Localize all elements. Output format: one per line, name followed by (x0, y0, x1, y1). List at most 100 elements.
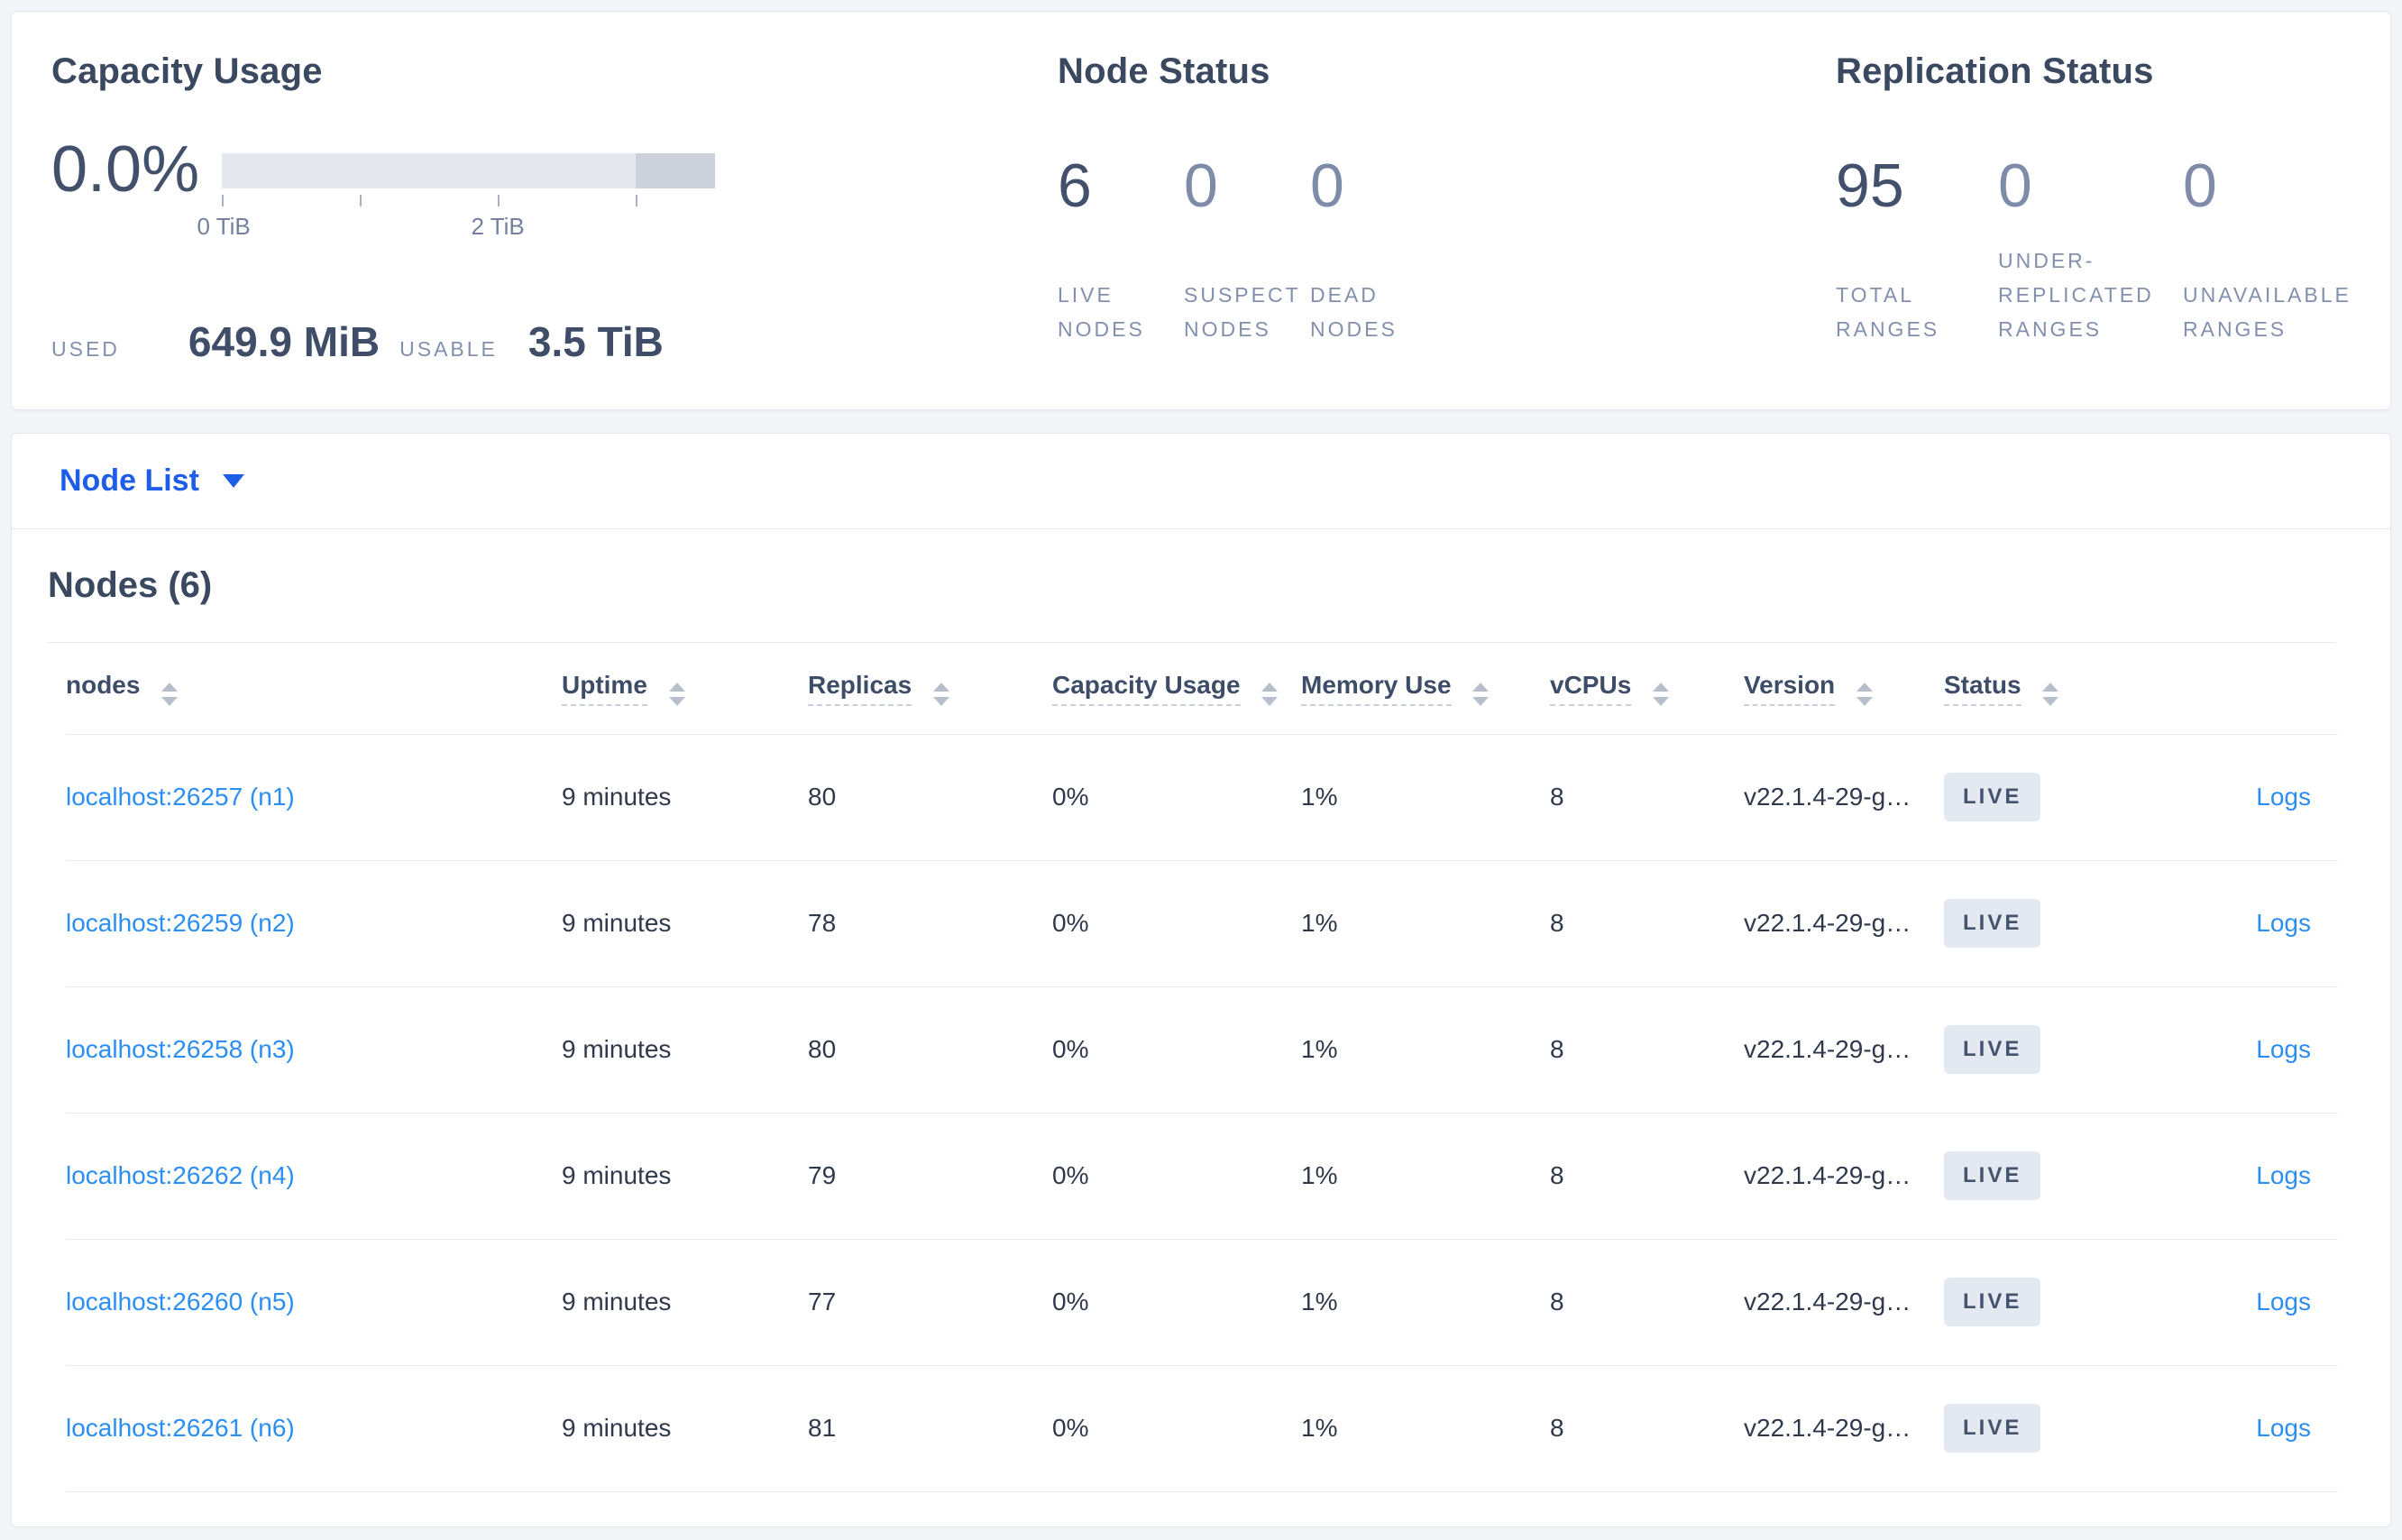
tick-mark (636, 195, 638, 206)
usable-value: 3.5 TiB (527, 318, 664, 365)
dead-nodes-label: DEAD NODES (1310, 283, 1398, 341)
node-address-cell: localhost:26257 (n1) (66, 734, 562, 861)
column-header-nodes[interactable]: nodes (66, 643, 562, 735)
capacity-bar-used-segment (636, 153, 716, 188)
view-selector-bar: Node List (12, 434, 2390, 529)
version-cell: v22.1.4-29-g… (1744, 860, 1944, 987)
unavailable-ranges-stat: 0 UNAVAILABLE RANGES (2183, 155, 2399, 346)
node-address-cell: localhost:26258 (n3) (66, 986, 562, 1114)
cluster-summary-panel: Capacity Usage 0.0% 0 TiB 2 TiB (11, 11, 2391, 410)
replicas-cell: 79 (808, 1113, 1052, 1240)
status-badge: LIVE (1944, 1025, 2041, 1074)
vcpus-cell: 8 (1550, 860, 1744, 987)
column-header-capacity-usage[interactable]: Capacity Usage (1052, 643, 1301, 735)
logs-link[interactable]: Logs (2256, 1161, 2311, 1189)
column-header-vcpus[interactable]: vCPUs (1550, 643, 1744, 735)
capacity-usage-cell: 0% (1052, 1365, 1301, 1492)
capacity-bar-ticks (222, 195, 715, 211)
table-row: localhost:26260 (n5) 9 minutes 77 0% 1% … (66, 1239, 2338, 1366)
uptime-cell: 9 minutes (562, 986, 808, 1114)
vcpus-cell: 8 (1550, 1239, 1744, 1366)
status-cell: LIVE (1944, 1365, 2165, 1492)
node-list-panel: Node List Nodes (6) nodes (11, 433, 2391, 1527)
node-status-section: Node Status 6 LIVE NODES 0 SUSPECT NODES… (1058, 51, 1836, 346)
replication-stats: 95 TOTAL RANGES 0 UNDER-REPLICATED RANGE… (1836, 155, 2352, 346)
capacity-usage-cell: 0% (1052, 1239, 1301, 1366)
logs-link[interactable]: Logs (2256, 1288, 2311, 1315)
used-value: 649.9 MiB (188, 318, 380, 365)
capacity-usage-cell: 0% (1052, 860, 1301, 987)
version-cell: v22.1.4-29-g… (1744, 1239, 1944, 1366)
capacity-usage-cell: 0% (1052, 986, 1301, 1114)
replicas-cell: 80 (808, 734, 1052, 861)
node-link[interactable]: localhost:26262 (n4) (66, 1161, 295, 1189)
dead-nodes-value: 0 (1310, 151, 1344, 220)
live-nodes-label: LIVE NODES (1058, 283, 1145, 341)
status-cell: LIVE (1944, 986, 2165, 1114)
version-cell: v22.1.4-29-g… (1744, 734, 1944, 861)
vcpus-cell: 8 (1550, 1113, 1744, 1240)
column-header-replicas[interactable]: Replicas (808, 643, 1052, 735)
tick-mark (222, 195, 225, 206)
column-header-memory-use[interactable]: Memory Use (1301, 643, 1550, 735)
uptime-cell: 9 minutes (562, 1113, 808, 1240)
used-label: USED (51, 337, 120, 361)
suspect-nodes-stat: 0 SUSPECT NODES (1184, 155, 1310, 346)
capacity-usage-title: Capacity Usage (51, 51, 323, 91)
node-link[interactable]: localhost:26258 (n3) (66, 1035, 295, 1063)
nodes-table-title: Nodes (6) (48, 565, 2336, 643)
nodes-table-section: Nodes (6) nodes Uptime (12, 529, 2390, 1526)
column-header-status[interactable]: Status (1944, 643, 2165, 735)
node-address-cell: localhost:26260 (n5) (66, 1239, 562, 1366)
sort-icon (1261, 682, 1279, 706)
suspect-nodes-value: 0 (1184, 151, 1218, 220)
memory-use-cell: 1% (1301, 734, 1550, 861)
table-row: localhost:26262 (n4) 9 minutes 79 0% 1% … (66, 1113, 2338, 1240)
node-status-title: Node Status (1058, 51, 1270, 91)
sort-icon (1653, 682, 1670, 706)
live-nodes-value: 6 (1058, 151, 1092, 220)
status-badge: LIVE (1944, 1404, 2041, 1453)
logs-cell: Logs (2165, 1365, 2338, 1492)
node-address-cell: localhost:26259 (n2) (66, 860, 562, 987)
capacity-usage-cell: 0% (1052, 734, 1301, 861)
node-list-dropdown[interactable]: Node List (60, 463, 244, 499)
logs-link[interactable]: Logs (2256, 1414, 2311, 1442)
uptime-cell: 9 minutes (562, 860, 808, 987)
memory-use-cell: 1% (1301, 1113, 1550, 1240)
node-link[interactable]: localhost:26260 (n5) (66, 1288, 295, 1315)
capacity-bar-axis-labels: 0 TiB 2 TiB (197, 213, 715, 240)
column-header-version[interactable]: Version (1744, 643, 1944, 735)
memory-use-cell: 1% (1301, 986, 1550, 1114)
sort-icon (1472, 682, 1490, 706)
node-link[interactable]: localhost:26259 (n2) (66, 909, 295, 937)
logs-link[interactable]: Logs (2256, 909, 2311, 937)
status-cell: LIVE (1944, 860, 2165, 987)
logs-link[interactable]: Logs (2256, 1035, 2311, 1063)
column-header-uptime[interactable]: Uptime (562, 643, 808, 735)
version-cell: v22.1.4-29-g… (1744, 1365, 1944, 1492)
logs-cell: Logs (2165, 860, 2338, 987)
node-link[interactable]: localhost:26257 (n1) (66, 783, 295, 811)
version-cell: v22.1.4-29-g… (1744, 1113, 1944, 1240)
node-link[interactable]: localhost:26261 (n6) (66, 1414, 295, 1442)
replicas-cell: 77 (808, 1239, 1052, 1366)
capacity-usage-cell: 0% (1052, 1113, 1301, 1240)
status-badge: LIVE (1944, 899, 2041, 948)
capacity-bar-chart: 0 TiB 2 TiB (197, 153, 716, 240)
nodes-table: nodes Uptime Replicas Capacity Usag (66, 643, 2338, 1492)
logs-link[interactable]: Logs (2256, 783, 2311, 811)
under-replicated-ranges-stat: 0 UNDER-REPLICATED RANGES (1998, 155, 2183, 346)
replicas-cell: 80 (808, 986, 1052, 1114)
node-list-dropdown-label: Node List (60, 463, 199, 498)
memory-use-cell: 1% (1301, 1239, 1550, 1366)
status-badge: LIVE (1944, 773, 2041, 821)
status-badge: LIVE (1944, 1151, 2041, 1200)
logs-cell: Logs (2165, 986, 2338, 1114)
tick-mark (498, 195, 500, 206)
under-replicated-ranges-value: 0 (1998, 151, 2032, 220)
vcpus-cell: 8 (1550, 1365, 1744, 1492)
node-status-stats: 6 LIVE NODES 0 SUSPECT NODES 0 DEAD NODE… (1058, 155, 1836, 346)
table-row: localhost:26257 (n1) 9 minutes 80 0% 1% … (66, 734, 2338, 861)
sort-icon (2042, 682, 2059, 706)
